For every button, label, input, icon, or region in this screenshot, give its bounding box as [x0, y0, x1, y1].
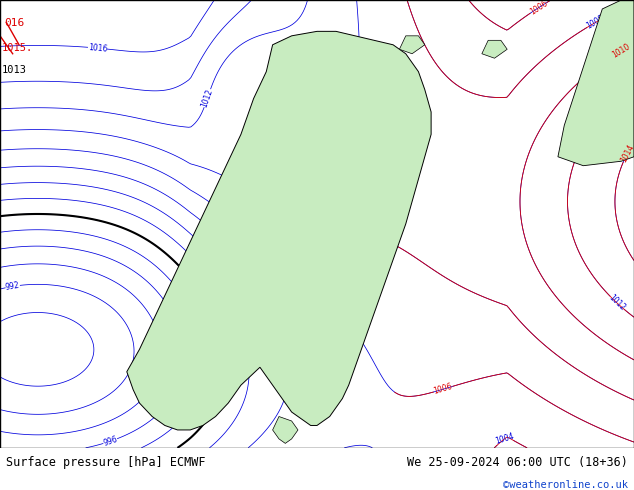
- Text: 016: 016: [4, 18, 24, 28]
- Text: ©weatheronline.co.uk: ©weatheronline.co.uk: [503, 480, 628, 490]
- Text: 1014: 1014: [619, 143, 634, 164]
- Polygon shape: [127, 31, 431, 430]
- Text: 1000: 1000: [197, 293, 214, 314]
- Text: 1008: 1008: [219, 207, 240, 225]
- Text: 1012: 1012: [607, 293, 627, 313]
- Text: 1010: 1010: [611, 42, 632, 59]
- Text: 1006: 1006: [528, 0, 549, 17]
- Text: 1012: 1012: [200, 88, 215, 109]
- Text: Surface pressure [hPa] ECMWF: Surface pressure [hPa] ECMWF: [6, 456, 206, 469]
- Polygon shape: [558, 0, 634, 166]
- Text: 1008: 1008: [585, 14, 606, 31]
- Text: 992: 992: [5, 281, 21, 292]
- Text: 1013: 1013: [2, 65, 27, 75]
- Polygon shape: [399, 36, 425, 54]
- Text: 1016: 1016: [87, 43, 108, 53]
- Text: 1015.: 1015.: [2, 43, 33, 52]
- Text: 1004: 1004: [226, 272, 246, 293]
- Text: 996: 996: [102, 435, 119, 448]
- Text: 1006: 1006: [432, 382, 454, 396]
- Text: 1004: 1004: [494, 432, 515, 446]
- Text: We 25-09-2024 06:00 UTC (18+36): We 25-09-2024 06:00 UTC (18+36): [407, 456, 628, 469]
- Polygon shape: [273, 416, 298, 443]
- Polygon shape: [482, 40, 507, 58]
